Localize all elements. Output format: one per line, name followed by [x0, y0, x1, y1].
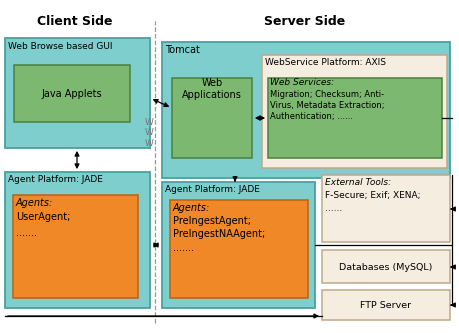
Text: Authentication; ......: Authentication; ......	[269, 112, 352, 121]
Bar	[321, 175, 449, 242]
Text: Web
Applications: Web Applications	[182, 78, 241, 100]
Text: .......: .......	[16, 228, 37, 238]
Bar	[14, 65, 130, 122]
Text: PreIngestNAAgent;: PreIngestNAAgent;	[173, 229, 265, 239]
Bar	[262, 55, 446, 168]
Bar	[321, 250, 449, 283]
Text: UserAgent;: UserAgent;	[16, 212, 70, 222]
Text: Agent Platform: JADE: Agent Platform: JADE	[8, 175, 103, 184]
Text: Agents:: Agents:	[16, 198, 53, 208]
Text: Virus, Metadata Extraction;: Virus, Metadata Extraction;	[269, 101, 384, 110]
Bar	[5, 172, 150, 308]
Text: WebService Platform: AXIS: WebService Platform: AXIS	[264, 58, 385, 67]
Bar	[170, 200, 308, 298]
Bar	[172, 78, 252, 158]
Bar	[321, 290, 449, 320]
Text: PreIngestAgent;: PreIngestAgent;	[173, 216, 251, 226]
Text: Agent Platform: JADE: Agent Platform: JADE	[165, 185, 259, 194]
Text: ......: ......	[325, 204, 341, 213]
Text: FTP Server: FTP Server	[360, 300, 411, 309]
Bar	[5, 38, 150, 148]
Text: F-Secure; Exif; XENA;: F-Secure; Exif; XENA;	[325, 191, 420, 200]
Text: Databases (MySQL): Databases (MySQL)	[339, 262, 432, 271]
Text: Agents:: Agents:	[173, 203, 210, 213]
Bar	[162, 42, 449, 178]
Text: Migration; Checksum; Anti-: Migration; Checksum; Anti-	[269, 90, 383, 99]
Bar	[162, 182, 314, 308]
Text: Client Side: Client Side	[37, 15, 112, 28]
Text: Web Services:: Web Services:	[269, 78, 333, 87]
Text: External Tools:: External Tools:	[325, 178, 390, 187]
Text: Server Side: Server Side	[264, 15, 345, 28]
Bar	[13, 195, 138, 298]
Bar	[268, 78, 441, 158]
Text: Tomcat: Tomcat	[165, 45, 200, 55]
Text: W
W
W: W W W	[144, 118, 153, 148]
Text: Java Applets: Java Applets	[42, 89, 102, 99]
Text: Web Browse based GUI: Web Browse based GUI	[8, 42, 112, 51]
Text: .......: .......	[173, 243, 194, 253]
